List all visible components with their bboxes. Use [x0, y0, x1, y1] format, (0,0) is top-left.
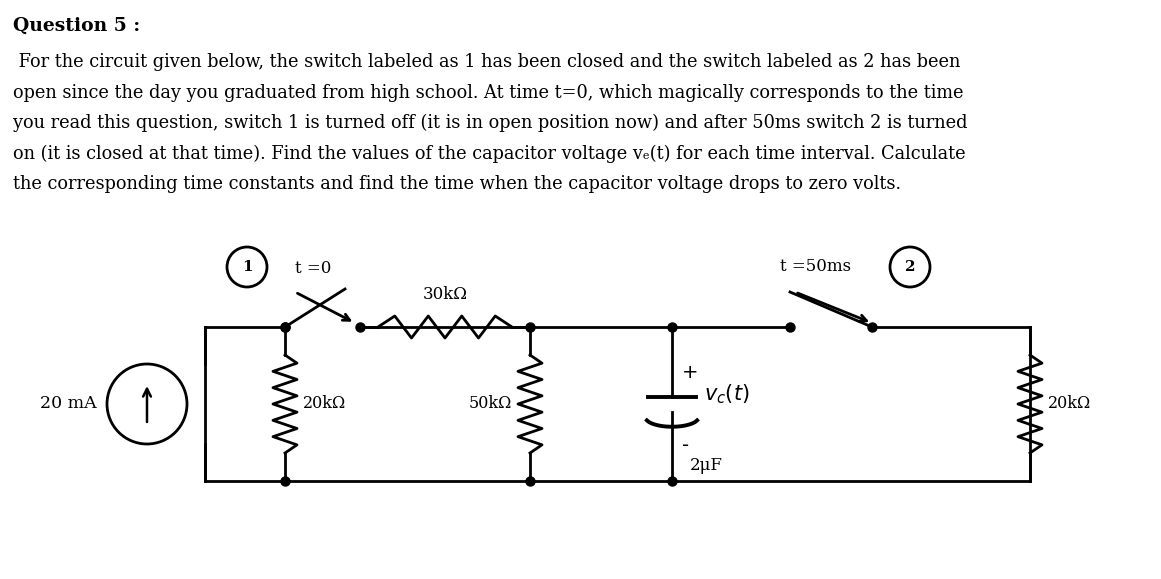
Text: For the circuit given below, the switch labeled as 1 has been closed and the swi: For the circuit given below, the switch … [13, 53, 960, 71]
Text: t =0: t =0 [295, 260, 331, 277]
Text: 1: 1 [241, 260, 252, 274]
Text: $v_c(t)$: $v_c(t)$ [704, 382, 750, 406]
Text: 50kΩ: 50kΩ [469, 395, 512, 412]
Text: you read this question, switch 1 is turned off (it is in open position now) and : you read this question, switch 1 is turn… [13, 114, 967, 132]
Text: Question 5 :: Question 5 : [13, 17, 140, 35]
Text: the corresponding time constants and find the time when the capacitor voltage dr: the corresponding time constants and fin… [13, 175, 901, 193]
Text: 20kΩ: 20kΩ [303, 395, 346, 412]
Text: 20 mA: 20 mA [41, 395, 98, 412]
Text: +: + [682, 362, 699, 382]
Text: open since the day you graduated from high school. At time t=0, which magically : open since the day you graduated from hi… [13, 83, 964, 101]
Text: 2: 2 [904, 260, 915, 274]
Text: 20kΩ: 20kΩ [1048, 395, 1091, 412]
Text: 30kΩ: 30kΩ [423, 286, 468, 303]
Text: on (it is closed at that time). Find the values of the capacitor voltage vₑ(t) f: on (it is closed at that time). Find the… [13, 145, 966, 163]
Text: t =50ms: t =50ms [780, 258, 851, 275]
Text: -: - [682, 437, 690, 456]
Text: 2μF: 2μF [690, 457, 723, 475]
